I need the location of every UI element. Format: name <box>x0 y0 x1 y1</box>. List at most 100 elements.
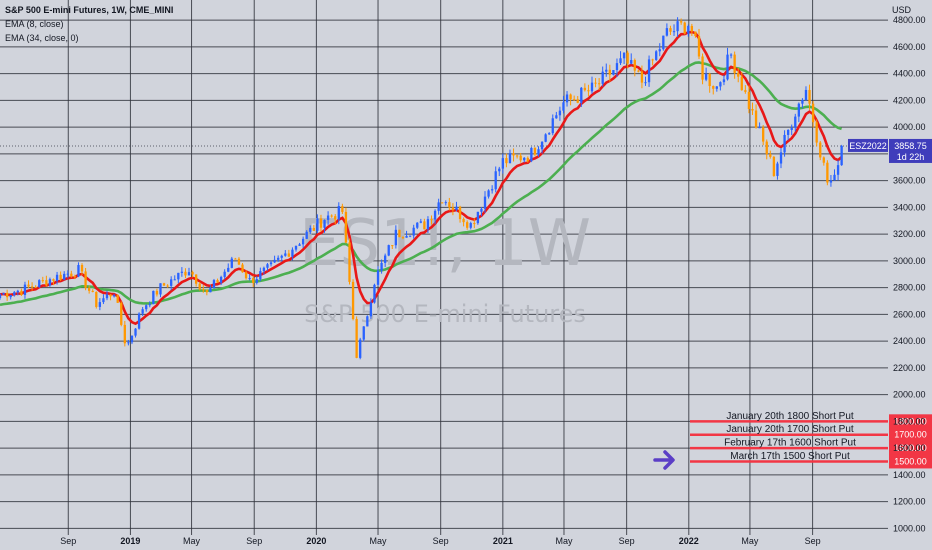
time-tick-label: 2020 <box>306 536 326 546</box>
candle-bullish <box>665 28 669 36</box>
candle-bullish <box>294 245 298 250</box>
short-put-label: February 17th 1600 Short Put <box>724 438 856 449</box>
candle-bullish <box>530 148 533 162</box>
candle-bullish <box>779 152 783 164</box>
price-tick-label: 2400.00 <box>893 336 926 346</box>
candle-bullish <box>0 294 2 299</box>
candle-bearish <box>594 82 597 84</box>
candle-bullish <box>291 249 294 257</box>
candle-bullish <box>48 279 52 286</box>
candle-bearish <box>640 71 644 83</box>
candle-bullish <box>562 102 565 111</box>
time-tick-label: Sep <box>805 536 821 546</box>
candle-bullish <box>173 279 176 281</box>
candle-bullish <box>797 103 801 117</box>
candle-bullish <box>212 280 216 289</box>
price-tick-label: 2800.00 <box>893 283 926 293</box>
candle-bearish <box>355 318 358 358</box>
candle-bullish <box>786 129 790 135</box>
price-axis[interactable]: USD 1000.00 1200.00 1400.00 1600.00 1800.00 2… <box>892 5 926 533</box>
candle-bullish <box>366 316 369 327</box>
candle-bearish <box>740 76 743 91</box>
candle-bearish <box>41 280 44 282</box>
candle-bearish <box>441 202 444 204</box>
candle-bearish <box>27 284 30 287</box>
candle-bullish <box>540 141 544 150</box>
candle-bearish <box>683 22 686 34</box>
candle-bullish <box>2 292 5 295</box>
candle-bullish <box>630 60 633 64</box>
candle-bullish <box>662 35 665 50</box>
time-tick-label: Sep <box>433 536 449 546</box>
candle-bullish <box>655 51 658 60</box>
candle-bearish <box>198 283 201 290</box>
price-tick-label: 4200.00 <box>893 95 926 105</box>
candle-bullish <box>619 58 622 64</box>
candle-bearish <box>751 108 754 111</box>
candle-bearish <box>116 295 119 303</box>
time-axis[interactable]: Sep 2019 May Sep 2020 May Sep 2021 May Sep 2022 May… <box>60 536 820 546</box>
indicator-ema-8-label[interactable]: EMA (8, close) <box>5 19 64 29</box>
indicator-ema-34-label[interactable]: EMA (34, close, 0) <box>5 33 79 43</box>
candle-bearish <box>52 279 55 281</box>
candle-bearish <box>30 286 34 288</box>
candle-bullish <box>255 279 258 283</box>
candle-bearish <box>712 86 715 89</box>
candle-bearish <box>166 285 169 287</box>
candle-bearish <box>669 28 672 32</box>
candle-bearish <box>45 280 48 286</box>
symbol-watermark: ES1!, 1W S&P 500 E-mini Futures <box>299 207 591 328</box>
level-price-tag <box>889 427 932 442</box>
price-tick-label: 2200.00 <box>893 363 926 373</box>
candle-bullish <box>455 206 458 210</box>
candle-bearish <box>5 292 9 298</box>
candlesticks <box>0 17 843 360</box>
candle-bullish <box>483 196 487 209</box>
candle-bullish <box>551 118 554 134</box>
candle-bearish <box>822 157 825 163</box>
candle-bearish <box>344 211 348 243</box>
candle-bearish <box>87 287 91 291</box>
candle-bullish <box>494 171 497 190</box>
candle-bullish <box>266 264 269 268</box>
candle-bullish <box>704 73 708 80</box>
candle-bullish <box>836 165 840 175</box>
candle-bearish <box>826 162 829 183</box>
watermark-name: S&P 500 E-mini Futures <box>304 300 586 328</box>
candle-bearish <box>287 253 291 257</box>
candle-bullish <box>548 133 551 135</box>
price-tick-label: 1400.00 <box>893 470 926 480</box>
candle-bullish <box>487 190 490 197</box>
price-tick-label: 1800.00 <box>893 416 926 426</box>
candle-bearish <box>73 276 77 278</box>
candle-bullish <box>223 271 226 277</box>
candle-bullish <box>437 202 440 211</box>
candle-bullish <box>77 265 80 277</box>
bar-countdown: 1d 22h <box>897 152 925 162</box>
time-tick-label: May <box>555 536 573 546</box>
candle-bearish <box>576 99 579 103</box>
candle-bullish <box>63 273 66 280</box>
candle-bullish <box>227 267 230 272</box>
candle-bullish <box>601 71 604 84</box>
price-tick-label: 3600.00 <box>893 176 926 186</box>
candle-bullish <box>273 259 276 263</box>
candle-bearish <box>754 110 758 128</box>
candle-bearish <box>733 54 736 74</box>
candle-bullish <box>523 157 526 161</box>
candle-bullish <box>605 69 608 72</box>
candle-bearish <box>194 274 198 284</box>
candle-bearish <box>155 290 159 295</box>
level-price-label: 1800.00 <box>894 416 927 426</box>
candle-bullish <box>105 294 109 299</box>
candle-bearish <box>626 52 629 64</box>
candle-bearish <box>205 290 209 293</box>
last-price-box <box>889 138 932 163</box>
candle-bearish <box>202 289 205 291</box>
time-tick-label: 2021 <box>493 536 513 546</box>
candle-bullish <box>55 274 59 281</box>
candle-bearish <box>123 324 126 344</box>
candle-bearish <box>59 274 62 280</box>
